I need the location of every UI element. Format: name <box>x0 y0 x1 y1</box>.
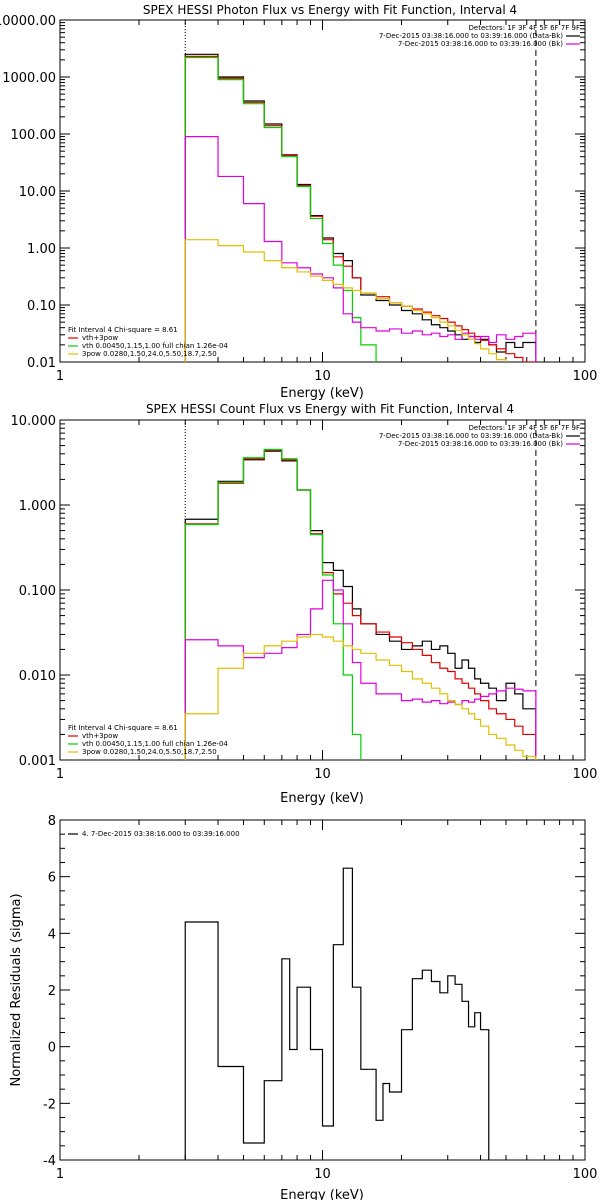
legend-left-text: vth+3pow <box>82 732 118 740</box>
y-tick-label: 10000.00 <box>0 14 56 29</box>
x-tick-label: 10 <box>314 369 331 384</box>
photon-flux-xlabel: Energy (keV) <box>280 386 364 401</box>
legend-right-text: 7-Dec-2015 03:38:16.000 to 03:39:16.000 … <box>379 432 563 440</box>
x-tick-label: 100 <box>573 369 598 384</box>
legend-right-text: 7-Dec-2015 03:38:16.000 to 03:39:16.000 … <box>398 440 563 448</box>
x-tick-label: 100 <box>573 1167 598 1182</box>
y-tick-label: 0.100 <box>19 584 56 599</box>
legend-right-text: Detectors: 1F 3F 4F 5F 6F 7F 9F <box>469 424 580 432</box>
y-tick-label: 0.001 <box>19 754 56 769</box>
legend-left-text: 3pow 0.0280,1.50,24.0,5.50,18.7,2.50 <box>82 748 217 756</box>
y-tick-label: 8 <box>48 814 56 829</box>
y-tick-label: 4 <box>48 927 56 942</box>
count-flux-panel: SPEX HESSI Count Flux vs Energy with Fit… <box>11 402 598 806</box>
y-tick-label: -4 <box>43 1154 56 1169</box>
series-line <box>184 136 537 362</box>
series-line <box>184 448 362 760</box>
x-tick-label: 10 <box>314 1167 331 1182</box>
y-tick-label: -2 <box>43 1097 56 1112</box>
legend-right-text: Detectors: 1F 3F 4F 5F 6F 7F 9F <box>469 24 580 32</box>
y-tick-label: 6 <box>48 871 56 886</box>
x-tick-label: 1 <box>56 369 64 384</box>
legend-left-text: vth 0.00450,1.15,1.00 full chian 1.26e-0… <box>82 342 228 350</box>
legend-left-text: 4. 7-Dec-2015 03:38:16.000 to 03:39:16.0… <box>82 830 240 838</box>
y-tick-label: 2 <box>48 984 56 999</box>
legend-left-text: Fit Interval 4 Chi-square = 8.61 <box>68 724 178 732</box>
y-tick-label: 0.01 <box>27 356 56 371</box>
y-tick-label: 10.00 <box>19 185 56 200</box>
x-tick-label: 10 <box>314 767 331 782</box>
count-flux-xlabel: Energy (keV) <box>280 791 364 806</box>
legend-left-text: 3pow 0.0280,1.50,24.0,5.50,18.7,2.50 <box>82 350 217 358</box>
y-tick-label: 100.00 <box>11 128 57 143</box>
legend-left-text: vth+3pow <box>82 334 118 342</box>
series-line <box>184 867 490 1160</box>
x-tick-label: 100 <box>573 767 598 782</box>
residuals-xlabel: Energy (keV) <box>280 1188 364 1200</box>
series-line <box>184 56 377 362</box>
residuals-panel: Energy (keV) Normalized Residuals (sigma… <box>9 814 597 1200</box>
y-tick-label: 0 <box>48 1041 56 1056</box>
legend-left-text: vth 0.00450,1.15,1.00 full chian 1.26e-0… <box>82 740 228 748</box>
legend-right-text: 7-Dec-2015 03:38:16.000 to 03:39:16.000 … <box>398 40 563 48</box>
series-line <box>184 579 537 760</box>
legend-left-text: Fit Interval 4 Chi-square = 8.61 <box>68 326 178 334</box>
x-tick-label: 1 <box>56 1167 64 1182</box>
count-flux-title: SPEX HESSI Count Flux vs Energy with Fit… <box>146 402 514 416</box>
legend-right-text: 7-Dec-2015 03:38:16.000 to 03:39:16.000 … <box>379 32 563 40</box>
y-tick-label: 10.000 <box>11 414 57 429</box>
photon-flux-panel: SPEX HESSI Photon Flux vs Energy with Fi… <box>0 3 597 401</box>
series-line <box>184 633 537 760</box>
residuals-ylabel: Normalized Residuals (sigma) <box>9 893 24 1086</box>
x-tick-label: 1 <box>56 767 64 782</box>
photon-flux-title: SPEX HESSI Photon Flux vs Energy with Fi… <box>143 3 517 17</box>
y-tick-label: 0.010 <box>19 669 56 684</box>
y-tick-label: 0.10 <box>27 299 56 314</box>
y-tick-label: 1000.00 <box>2 71 56 86</box>
y-tick-label: 1.000 <box>19 499 56 514</box>
series-line <box>184 239 507 362</box>
y-tick-label: 1.00 <box>27 242 56 257</box>
